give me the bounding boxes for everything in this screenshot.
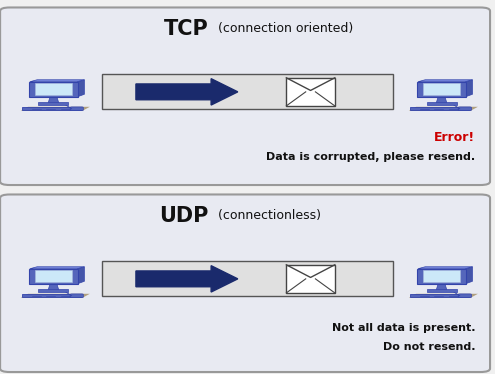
FancyBboxPatch shape: [22, 107, 81, 110]
FancyBboxPatch shape: [0, 7, 490, 185]
Polygon shape: [48, 98, 59, 104]
Text: Do not resend.: Do not resend.: [383, 343, 476, 352]
Text: Error!: Error!: [435, 131, 476, 144]
Polygon shape: [465, 80, 472, 97]
FancyBboxPatch shape: [70, 107, 83, 111]
Text: TCP: TCP: [164, 19, 209, 39]
Polygon shape: [418, 267, 472, 269]
FancyBboxPatch shape: [417, 82, 466, 97]
FancyBboxPatch shape: [22, 294, 81, 297]
Polygon shape: [77, 267, 84, 284]
FancyBboxPatch shape: [39, 102, 68, 105]
FancyBboxPatch shape: [0, 194, 490, 372]
FancyBboxPatch shape: [286, 265, 335, 293]
FancyBboxPatch shape: [417, 269, 466, 284]
FancyBboxPatch shape: [29, 82, 78, 97]
FancyBboxPatch shape: [35, 270, 72, 282]
Text: (connection oriented): (connection oriented): [213, 22, 353, 35]
Polygon shape: [30, 80, 84, 82]
FancyBboxPatch shape: [286, 78, 335, 106]
Polygon shape: [409, 107, 478, 111]
FancyBboxPatch shape: [458, 107, 471, 111]
FancyBboxPatch shape: [427, 289, 456, 292]
FancyBboxPatch shape: [410, 294, 469, 297]
FancyArrow shape: [136, 266, 238, 292]
FancyBboxPatch shape: [102, 261, 393, 297]
Polygon shape: [48, 285, 59, 291]
FancyBboxPatch shape: [39, 289, 68, 292]
Text: (connectionless): (connectionless): [213, 209, 321, 222]
Polygon shape: [436, 98, 447, 104]
FancyBboxPatch shape: [35, 83, 72, 95]
FancyBboxPatch shape: [70, 294, 83, 298]
Polygon shape: [409, 294, 478, 298]
FancyBboxPatch shape: [29, 269, 78, 284]
Polygon shape: [21, 294, 90, 298]
Polygon shape: [436, 285, 447, 291]
FancyBboxPatch shape: [423, 270, 460, 282]
Polygon shape: [418, 80, 472, 82]
Polygon shape: [77, 80, 84, 97]
Polygon shape: [465, 267, 472, 284]
FancyArrow shape: [136, 79, 238, 105]
FancyBboxPatch shape: [423, 83, 460, 95]
Text: Not all data is present.: Not all data is present.: [332, 323, 476, 333]
FancyBboxPatch shape: [410, 107, 469, 110]
FancyBboxPatch shape: [458, 294, 471, 298]
FancyBboxPatch shape: [427, 102, 456, 105]
Text: UDP: UDP: [159, 206, 209, 226]
Text: Data is corrupted, please resend.: Data is corrupted, please resend.: [266, 152, 476, 162]
FancyBboxPatch shape: [102, 74, 393, 110]
Polygon shape: [30, 267, 84, 269]
Polygon shape: [21, 107, 90, 111]
